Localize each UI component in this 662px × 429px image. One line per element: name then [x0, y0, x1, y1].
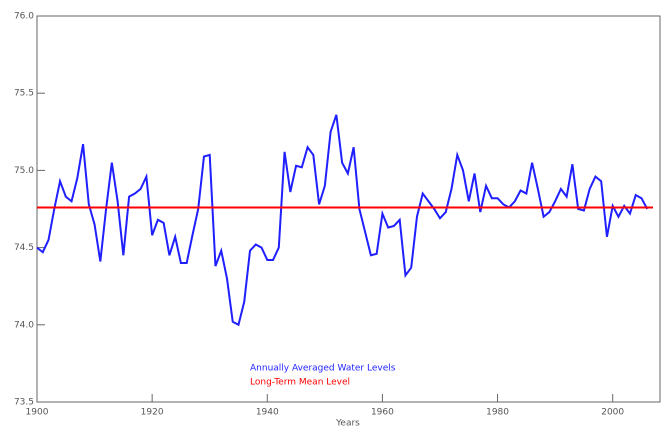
x-tick-label: 1960 — [371, 408, 394, 418]
legend-label: Annually Averaged Water Levels — [250, 364, 396, 374]
x-axis-label: Years — [335, 419, 360, 429]
x-tick-label: 1940 — [256, 408, 279, 418]
x-tick-label: 2000 — [601, 408, 624, 418]
x-tick-label: 1980 — [486, 408, 509, 418]
plot-frame — [36, 15, 661, 403]
x-tick-label: 1920 — [141, 408, 164, 418]
y-tick-label: 74.5 — [14, 243, 34, 253]
y-tick-label: 73.5 — [14, 398, 34, 408]
legend-label: Long-Term Mean Level — [250, 378, 350, 388]
x-tick-label: 1900 — [26, 408, 49, 418]
y-tick-label: 75.0 — [14, 166, 34, 176]
y-tick-label: 74.0 — [14, 320, 34, 330]
y-tick-label: 75.5 — [14, 89, 34, 99]
y-tick-label: 76.0 — [14, 12, 34, 22]
data-line — [36, 114, 649, 327]
